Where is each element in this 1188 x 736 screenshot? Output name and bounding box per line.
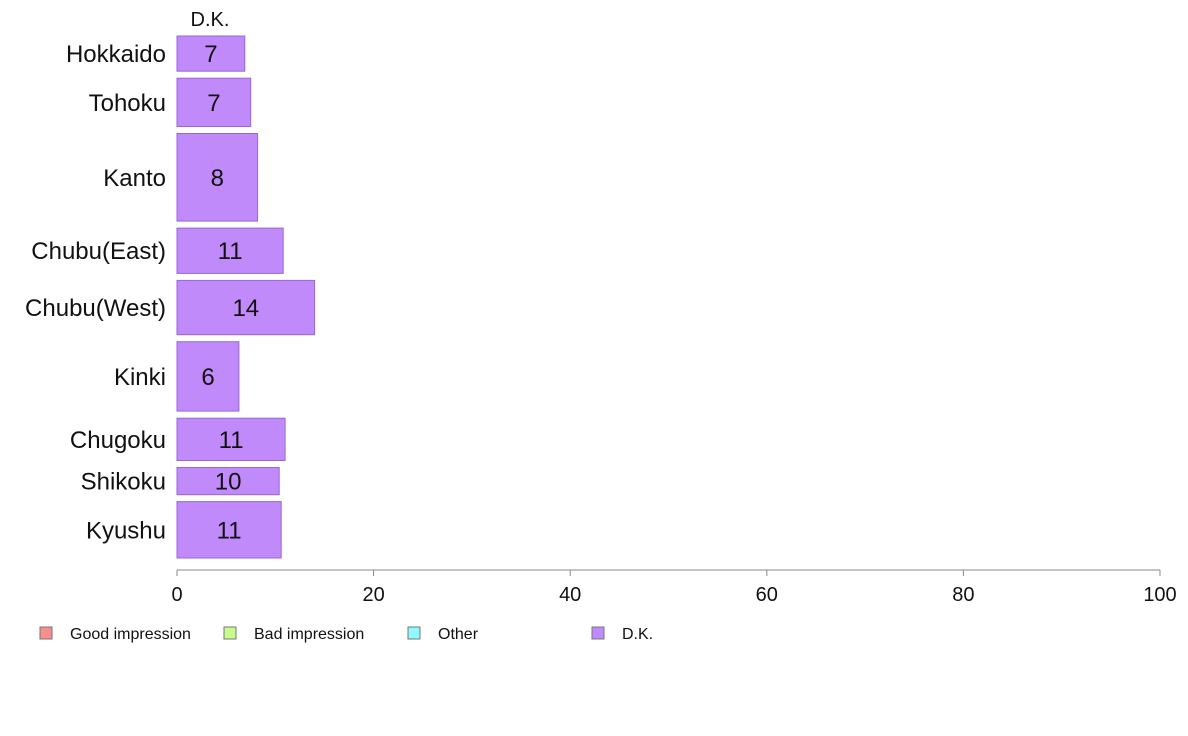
x-tick-label-20: 20	[362, 584, 384, 606]
bar-kyushu	[176, 501, 282, 559]
bar-value-tohoku: 7	[207, 90, 220, 117]
series-top-label: D.K.	[191, 9, 230, 31]
region-label-hokkaido: Hokkaido	[66, 41, 166, 68]
bar-value-chubu-east: 11	[218, 238, 243, 265]
bar-value-chugoku: 11	[219, 427, 244, 454]
x-tick-label-0: 0	[171, 584, 182, 606]
bar-value-kyushu: 11	[217, 517, 242, 544]
legend-swatch-d-k	[591, 626, 605, 640]
legend-label-other: Other	[438, 626, 479, 643]
region-label-shikoku: Shikoku	[81, 469, 166, 496]
bar-value-shikoku: 10	[215, 469, 242, 496]
bar-values: 7 7 8 11 14 6 11 10 11	[201, 41, 259, 544]
legend-label-bad-impression: Bad impression	[254, 626, 364, 643]
bar-kanto	[176, 133, 259, 222]
legend-swatch-good-impression	[39, 626, 53, 640]
bar-value-kanto: 8	[211, 165, 224, 192]
bar-tohoku	[176, 77, 252, 127]
legend-swatch-bad-impression	[223, 626, 237, 640]
legend-label-good-impression: Good impression	[70, 626, 191, 643]
region-labels: Hokkaido Tohoku Kanto Chubu(East) Chubu(West…	[25, 41, 166, 544]
legend-label-d-k: D.K.	[622, 626, 653, 643]
bar-shikoku	[176, 467, 280, 496]
region-label-chubu-east: Chubu(East)	[31, 238, 166, 265]
region-label-kinki: Kinki	[114, 364, 166, 391]
bar-chugoku	[176, 417, 286, 462]
legend: Good impression Bad impression Other D.K.	[39, 626, 653, 643]
region-label-kyushu: Kyushu	[86, 517, 166, 544]
bar-hokkaido	[176, 35, 246, 72]
region-label-tohoku: Tohoku	[89, 90, 166, 117]
region-label-chubu-west: Chubu(West)	[25, 295, 166, 322]
bar-value-hokkaido: 7	[204, 41, 217, 68]
region-label-chugoku: Chugoku	[70, 427, 166, 454]
x-tick-label-100: 100	[1143, 584, 1176, 606]
region-label-kanto: Kanto	[103, 165, 166, 192]
bars	[176, 35, 316, 559]
x-tick-label-80: 80	[952, 584, 974, 606]
bar-kinki	[176, 341, 240, 412]
x-tick-label-40: 40	[559, 584, 581, 606]
x-tick-label-60: 60	[756, 584, 778, 606]
bar-chubu-west	[176, 279, 316, 336]
legend-swatch-other	[407, 626, 421, 640]
bar-value-chubu-west: 14	[232, 295, 259, 322]
bar-value-kinki: 6	[201, 364, 214, 391]
x-axis: 0 20 40 60 80 100	[171, 569, 1177, 606]
bar-chubu-east	[176, 227, 284, 274]
